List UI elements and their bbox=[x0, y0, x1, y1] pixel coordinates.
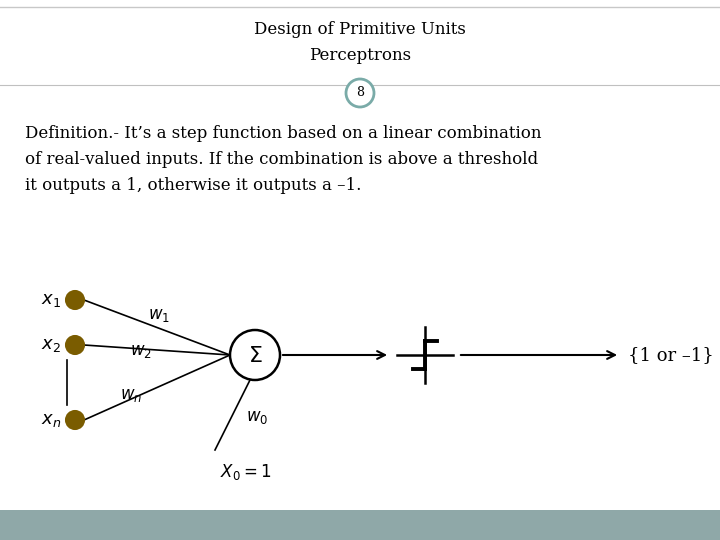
Circle shape bbox=[346, 79, 374, 107]
Text: 8: 8 bbox=[356, 86, 364, 99]
Circle shape bbox=[66, 336, 84, 354]
Text: Definition.- It’s a step function based on a linear combination
of real-valued i: Definition.- It’s a step function based … bbox=[25, 125, 541, 194]
Text: $x_n$: $x_n$ bbox=[41, 411, 61, 429]
Text: $X_0=1$: $X_0=1$ bbox=[220, 462, 271, 482]
Text: $x_1$: $x_1$ bbox=[41, 291, 61, 309]
Text: {1 or –1}: {1 or –1} bbox=[628, 346, 714, 364]
Circle shape bbox=[230, 330, 280, 380]
Text: $\Sigma$: $\Sigma$ bbox=[248, 345, 262, 367]
Circle shape bbox=[66, 411, 84, 429]
Bar bbox=[0, 510, 720, 540]
Text: $w_0$: $w_0$ bbox=[246, 409, 269, 427]
Text: $x_2$: $x_2$ bbox=[41, 336, 61, 354]
Text: $w_1$: $w_1$ bbox=[148, 307, 170, 325]
Circle shape bbox=[66, 291, 84, 309]
Text: $w_2$: $w_2$ bbox=[130, 342, 152, 360]
Text: $w_n$: $w_n$ bbox=[120, 387, 142, 403]
Text: Design of Primitive Units: Design of Primitive Units bbox=[254, 22, 466, 38]
Text: Perceptrons: Perceptrons bbox=[309, 46, 411, 64]
